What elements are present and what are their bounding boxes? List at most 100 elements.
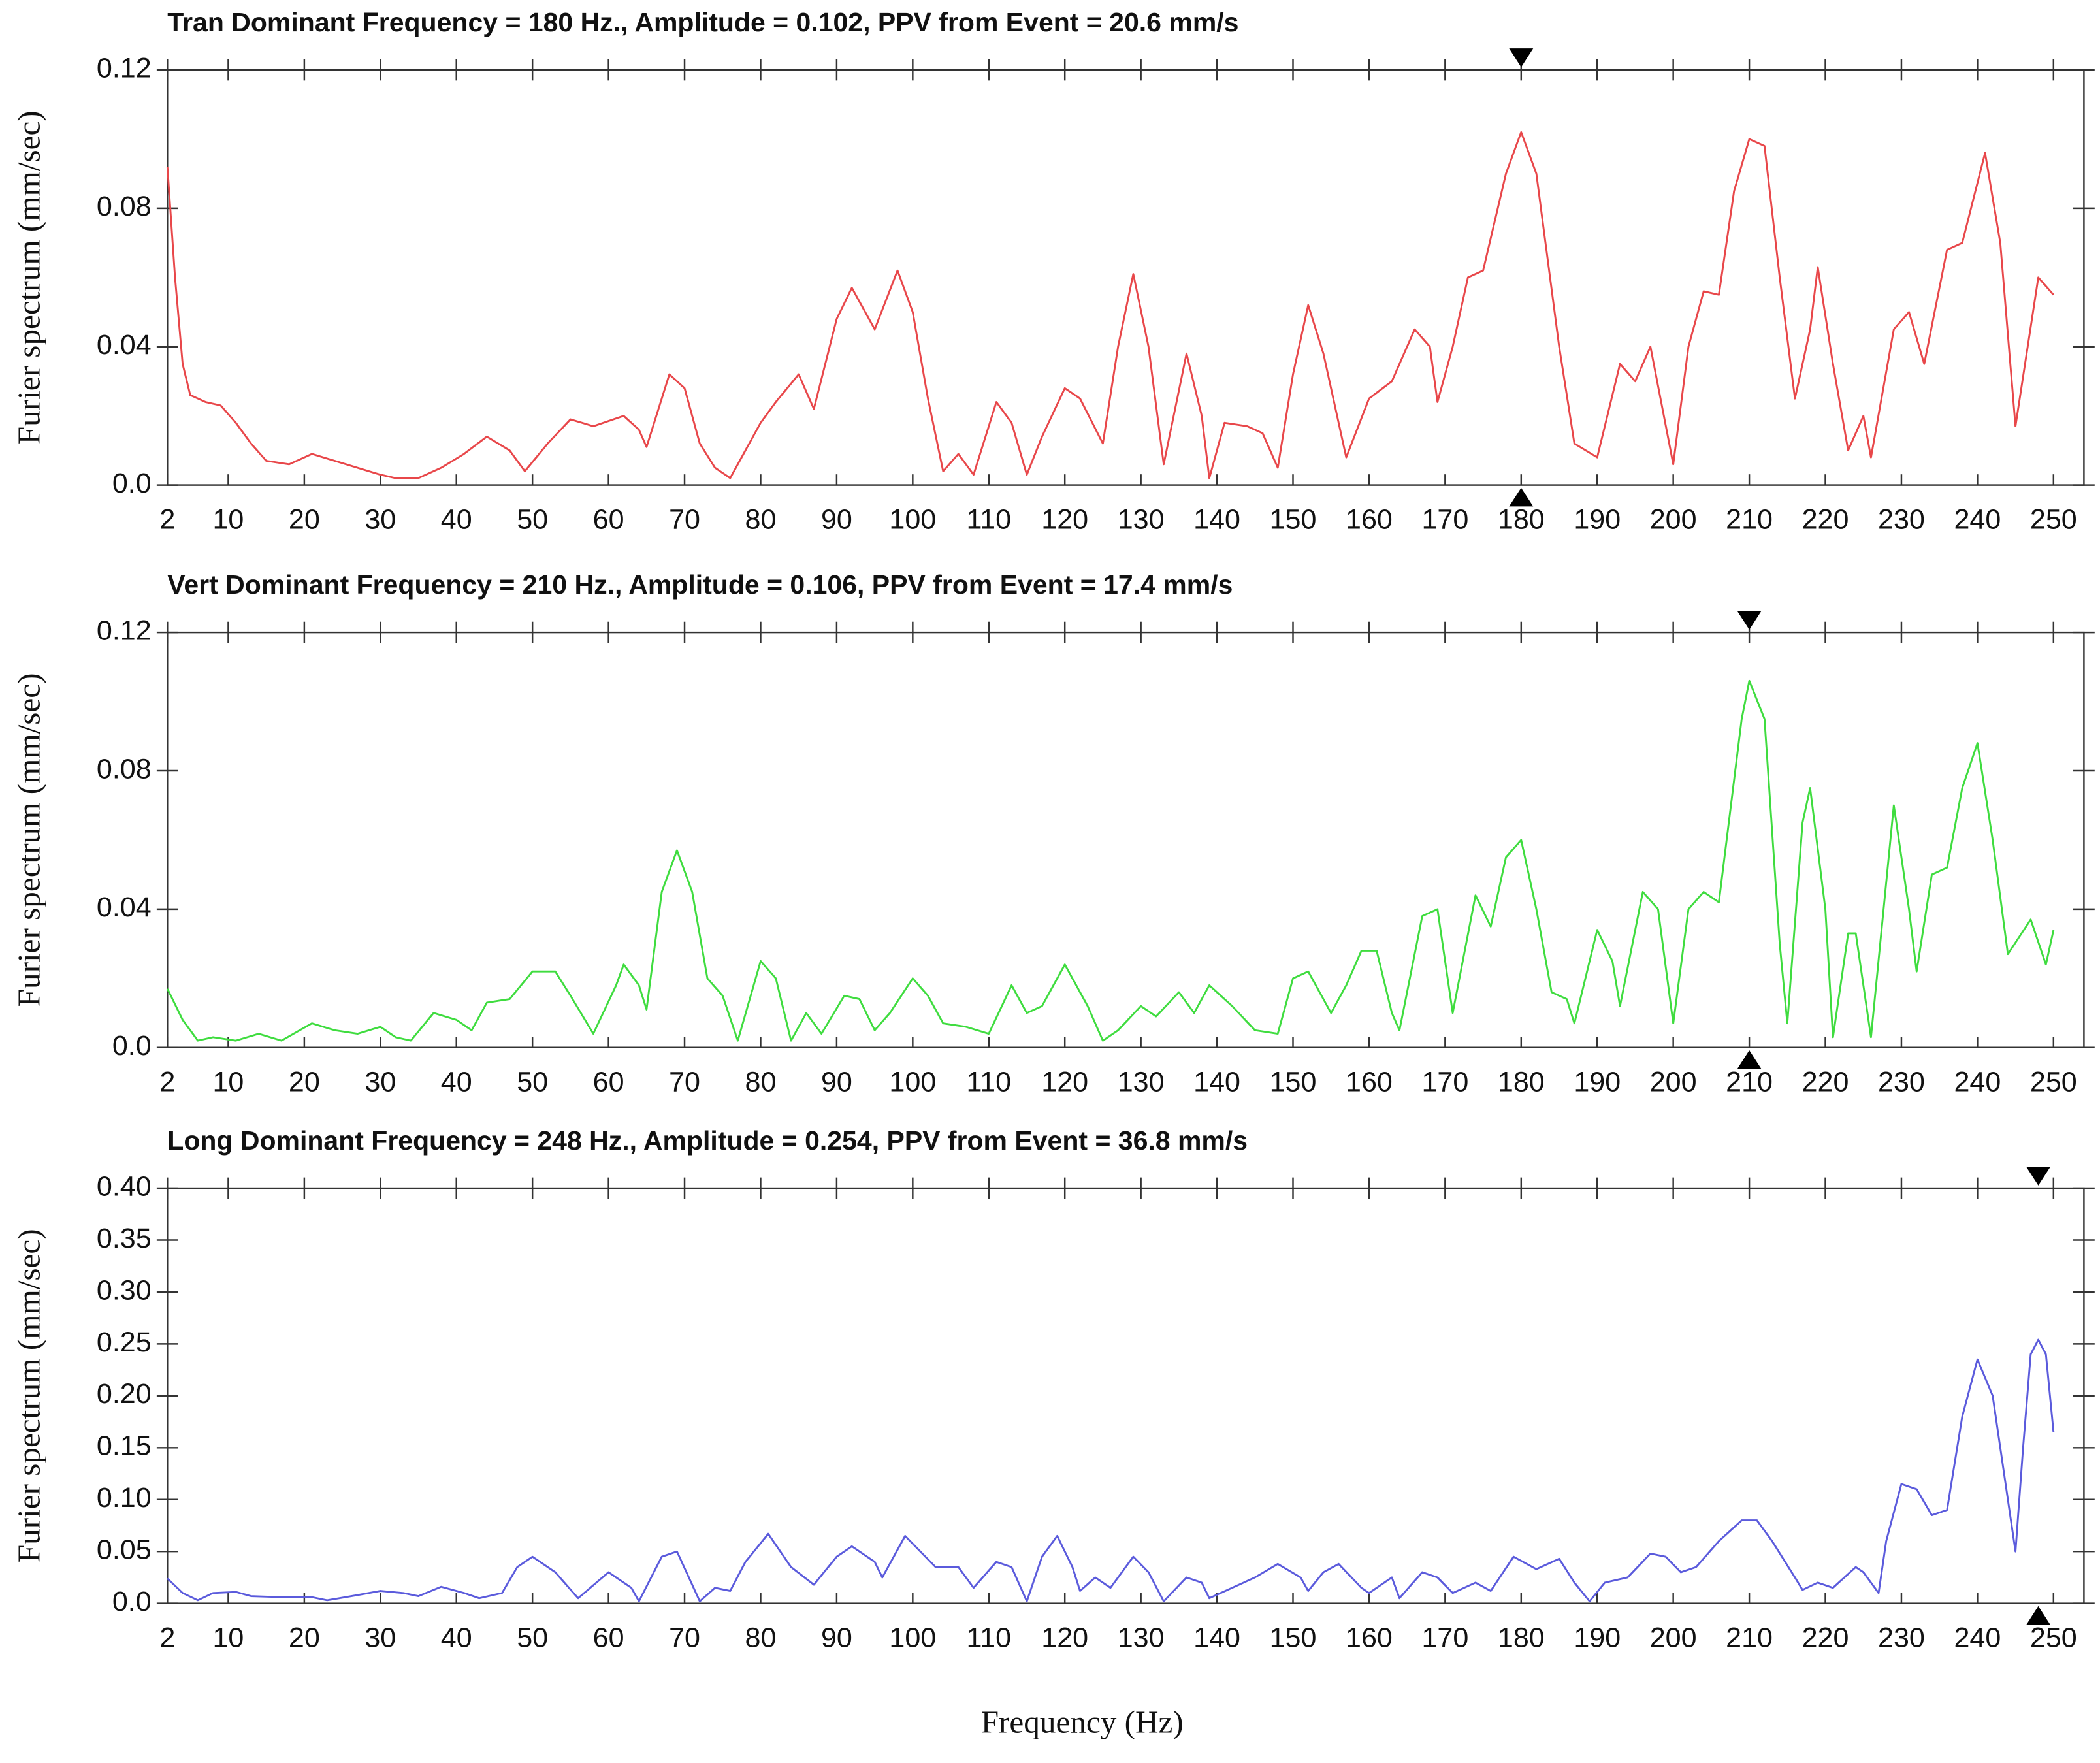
- spectrum-line: [167, 679, 2055, 1042]
- x-tick-label: 140: [1193, 1066, 1240, 1097]
- x-tick-label: 40: [441, 1066, 472, 1097]
- x-tick-label: 220: [1802, 1066, 1849, 1097]
- chart-panel: Long Dominant Frequency = 248 Hz., Ampli…: [11, 1125, 2095, 1653]
- y-axis-label: Furier spectrum (mm/sec): [11, 673, 47, 1007]
- x-tick-label: 240: [1954, 1066, 2001, 1097]
- x-tick-label: 70: [669, 504, 700, 535]
- x-tick-label: 110: [966, 504, 1011, 535]
- peak-marker-top: [2026, 1167, 2050, 1186]
- y-tick-label: 0.08: [97, 191, 152, 222]
- x-tick-label: 2: [159, 1622, 175, 1653]
- peak-marker-bottom: [1509, 487, 1534, 507]
- x-tick-label: 10: [212, 1066, 244, 1097]
- x-tick-label: 150: [1270, 1622, 1317, 1653]
- x-tick-label: 230: [1878, 1622, 1925, 1653]
- x-tick-label: 20: [289, 504, 320, 535]
- x-tick-label: 150: [1270, 1066, 1317, 1097]
- spectrum-line: [167, 1338, 2055, 1602]
- x-tick-label: 160: [1346, 1066, 1393, 1097]
- x-tick-label: 150: [1270, 504, 1317, 535]
- x-tick-label: 50: [517, 504, 548, 535]
- peak-marker-top: [1509, 48, 1534, 67]
- x-tick-label: 70: [669, 1622, 700, 1653]
- x-tick-label: 230: [1878, 1066, 1925, 1097]
- x-tick-label: 190: [1574, 504, 1621, 535]
- y-tick-label: 0.05: [97, 1534, 152, 1566]
- x-tick-label: 80: [745, 1622, 777, 1653]
- x-tick-label: 190: [1574, 1622, 1621, 1653]
- y-tick-label: 0.12: [97, 52, 152, 84]
- x-tick-label: 250: [2030, 1066, 2077, 1097]
- x-tick-label: 10: [212, 1622, 244, 1653]
- y-tick-label: 0.40: [97, 1171, 152, 1202]
- y-tick-label: 0.0: [112, 1586, 152, 1617]
- x-tick-label: 200: [1650, 1622, 1697, 1653]
- chart-title: Long Dominant Frequency = 248 Hz., Ampli…: [167, 1125, 1248, 1156]
- x-tick-label: 30: [364, 504, 396, 535]
- plot-frame: [167, 69, 2085, 486]
- x-tick-label: 210: [1726, 1066, 1773, 1097]
- x-tick-label: 220: [1802, 504, 1849, 535]
- x-tick-label: 100: [889, 504, 936, 535]
- x-tick-label: 100: [889, 1622, 936, 1653]
- x-tick-label: 170: [1421, 1066, 1468, 1097]
- x-tick-label: 90: [821, 1622, 852, 1653]
- x-tick-label: 220: [1802, 1622, 1849, 1653]
- y-tick-label: 0.35: [97, 1223, 152, 1254]
- x-tick-label: 60: [593, 1066, 624, 1097]
- x-tick-label: 210: [1726, 504, 1773, 535]
- y-tick-label: 0.0: [112, 468, 152, 499]
- x-tick-label: 120: [1041, 1622, 1088, 1653]
- chart-panel: Vert Dominant Frequency = 210 Hz., Ampli…: [11, 570, 2095, 1097]
- x-tick-label: 30: [364, 1066, 396, 1097]
- x-tick-label: 40: [441, 504, 472, 535]
- y-tick-label: 0.04: [97, 892, 152, 923]
- x-tick-label: 30: [364, 1622, 396, 1653]
- peak-marker-bottom: [1737, 1050, 1762, 1069]
- x-tick-label: 200: [1650, 1066, 1697, 1097]
- x-tick-label: 180: [1498, 1622, 1545, 1653]
- y-tick-label: 0.10: [97, 1482, 152, 1513]
- x-tick-label: 40: [441, 1622, 472, 1653]
- x-tick-label: 240: [1954, 1622, 2001, 1653]
- plot-frame: [167, 631, 2085, 1048]
- chart-title: Tran Dominant Frequency = 180 Hz., Ampli…: [167, 7, 1238, 37]
- x-tick-label: 130: [1118, 1066, 1165, 1097]
- y-tick-label: 0.04: [97, 329, 152, 361]
- y-tick-label: 0.12: [97, 615, 152, 647]
- y-tick-label: 0.08: [97, 753, 152, 784]
- x-tick-label: 170: [1421, 1622, 1468, 1653]
- x-tick-label: 250: [2030, 504, 2077, 535]
- x-tick-label: 80: [745, 1066, 777, 1097]
- x-tick-label: 2: [159, 504, 175, 535]
- x-tick-label: 70: [669, 1066, 700, 1097]
- x-tick-label: 110: [966, 1066, 1011, 1097]
- x-tick-label: 60: [593, 1622, 624, 1653]
- x-tick-label: 80: [745, 504, 777, 535]
- y-axis-label: Furier spectrum (mm/sec): [11, 110, 47, 444]
- y-tick-label: 0.15: [97, 1431, 152, 1462]
- x-tick-label: 20: [289, 1622, 320, 1653]
- peak-marker-bottom: [2026, 1606, 2050, 1625]
- x-tick-label: 200: [1650, 504, 1697, 535]
- x-tick-label: 50: [517, 1066, 548, 1097]
- x-tick-label: 110: [966, 1622, 1011, 1653]
- x-tick-label: 170: [1421, 504, 1468, 535]
- y-axis-label: Furier spectrum (mm/sec): [11, 1229, 47, 1562]
- x-tick-label: 240: [1954, 504, 2001, 535]
- x-tick-label: 140: [1193, 504, 1240, 535]
- x-tick-label: 120: [1041, 504, 1088, 535]
- x-tick-label: 2: [159, 1066, 175, 1097]
- y-tick-label: 0.30: [97, 1274, 152, 1306]
- x-tick-label: 190: [1574, 1066, 1621, 1097]
- chart-title: Vert Dominant Frequency = 210 Hz., Ampli…: [167, 570, 1233, 600]
- spectrum-line: [166, 131, 2054, 479]
- x-tick-label: 210: [1726, 1622, 1773, 1653]
- x-tick-label: 160: [1346, 1622, 1393, 1653]
- x-tick-label: 180: [1498, 504, 1545, 535]
- y-tick-label: 0.0: [112, 1030, 152, 1061]
- x-tick-label: 90: [821, 1066, 852, 1097]
- peak-marker-top: [1737, 611, 1762, 630]
- y-tick-label: 0.25: [97, 1327, 152, 1358]
